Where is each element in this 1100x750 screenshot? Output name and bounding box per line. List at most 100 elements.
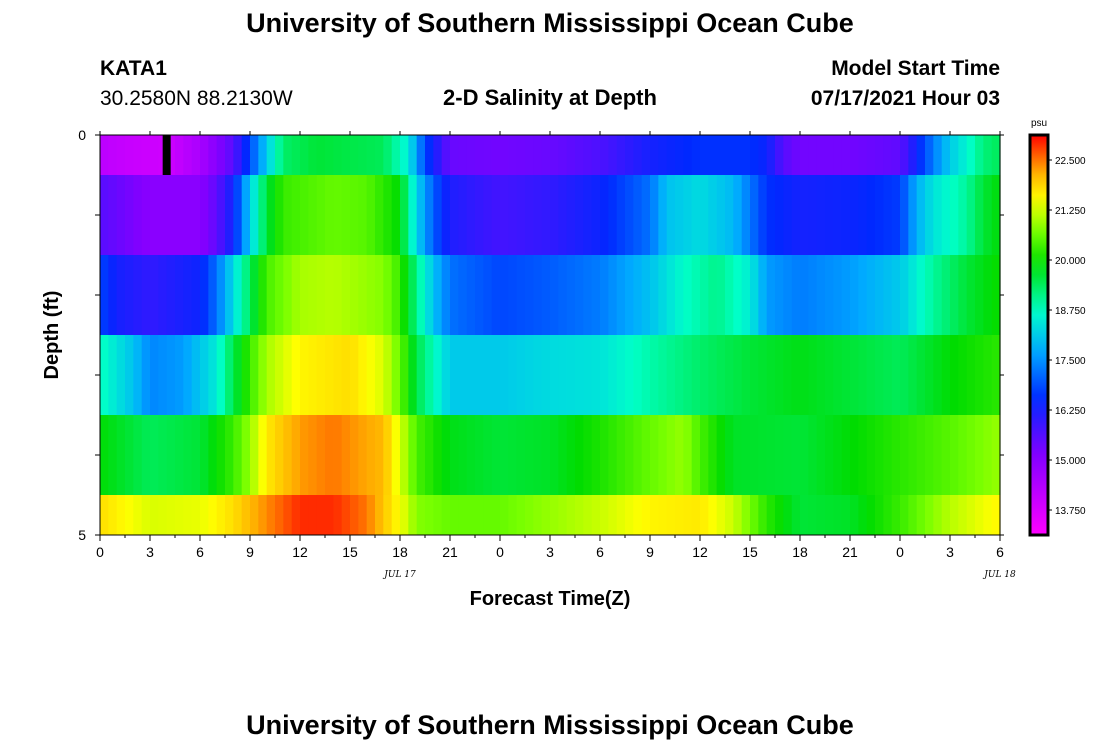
heatmap-cell xyxy=(450,335,459,415)
heatmap-cell xyxy=(516,415,526,495)
colorbar-legend: psu 22.500 21.250 20.000 18.750 17.500 16.250 1… xyxy=(1028,118,1086,537)
heatmap-cell xyxy=(841,175,851,255)
heatmap-cell xyxy=(883,175,893,255)
heatmap-cell xyxy=(875,335,884,415)
heatmap-cell xyxy=(800,175,809,255)
heatmap-cell xyxy=(816,175,826,255)
heatmap-cell xyxy=(741,495,751,535)
heatmap-cell xyxy=(741,175,751,255)
heatmap-cell xyxy=(991,415,1001,495)
heatmap-cell xyxy=(941,135,951,175)
heatmap-cell xyxy=(975,255,984,335)
heatmap-cell xyxy=(925,415,934,495)
heatmap-cell xyxy=(283,415,293,495)
heatmap-cell xyxy=(108,495,118,535)
heatmap-cell xyxy=(691,255,701,335)
heatmap-cell xyxy=(950,495,959,535)
heatmap-cell xyxy=(675,175,684,255)
x-tick-label: 0 xyxy=(496,544,504,560)
colorbar-tick-label: 17.500 xyxy=(1055,356,1086,367)
heatmap-cell xyxy=(650,335,659,415)
heatmap-cell xyxy=(133,495,143,535)
heatmap-cell xyxy=(991,335,1001,415)
heatmap-cell xyxy=(858,335,868,415)
heatmap-cell xyxy=(758,415,768,495)
heatmap-cell xyxy=(241,495,251,535)
heatmap-cell xyxy=(258,255,268,335)
heatmap-cell xyxy=(675,135,684,175)
heatmap-cell xyxy=(966,135,976,175)
heatmap-cell xyxy=(141,415,151,495)
heatmap-cell xyxy=(908,175,918,255)
heatmap-cell xyxy=(341,135,351,175)
heatmap-cell xyxy=(133,255,143,335)
heatmap-cell xyxy=(758,255,768,335)
heatmap-cell xyxy=(916,415,926,495)
heatmap-cell xyxy=(500,415,509,495)
heatmap-cell xyxy=(775,135,784,175)
heatmap-cell xyxy=(383,255,393,335)
heatmap-cell xyxy=(133,415,143,495)
heatmap-cell xyxy=(416,255,426,335)
heatmap-cell xyxy=(575,335,584,415)
heatmap-cell xyxy=(491,495,501,535)
heatmap-cell xyxy=(333,335,343,415)
heatmap-cell xyxy=(958,335,968,415)
heatmap-cell xyxy=(675,255,684,335)
heatmap-cell xyxy=(700,335,709,415)
heatmap-cell xyxy=(341,335,351,415)
heatmap-cell xyxy=(766,255,776,335)
heatmap-cell xyxy=(141,495,151,535)
heatmap-cell xyxy=(825,135,834,175)
heatmap-cell xyxy=(891,255,901,335)
heatmap-cell xyxy=(725,255,734,335)
heatmap-cell xyxy=(666,175,676,255)
heatmap-cell xyxy=(800,495,809,535)
heatmap-cell xyxy=(583,175,593,255)
heatmap-cell xyxy=(791,335,801,415)
heatmap-cell xyxy=(641,335,651,415)
heatmap-cell xyxy=(900,335,909,415)
x-tick-label: 6 xyxy=(196,544,204,560)
heatmap-cell xyxy=(516,335,526,415)
x-tick-label: 0 xyxy=(896,544,904,560)
heatmap-cell xyxy=(950,255,959,335)
heatmap-cell xyxy=(183,335,193,415)
heatmap-cell xyxy=(416,175,426,255)
heatmap-cell xyxy=(100,255,109,335)
heatmap-cell xyxy=(950,175,959,255)
model-start-value: 07/17/2021 Hour 03 xyxy=(810,87,1000,110)
heatmap-cell xyxy=(383,175,393,255)
heatmap-cell xyxy=(583,495,593,535)
heatmap-cell xyxy=(150,135,159,175)
heatmap-cell xyxy=(308,415,318,495)
heatmap-cell xyxy=(558,495,568,535)
heatmap-cell xyxy=(800,335,809,415)
heatmap-cell xyxy=(608,335,618,415)
heatmap-cell xyxy=(958,255,968,335)
heatmap-cell xyxy=(141,255,151,335)
x-tick-label: 21 xyxy=(442,544,458,560)
heatmap-cell xyxy=(825,415,834,495)
heatmap-cell xyxy=(625,335,634,415)
heatmap-cell xyxy=(691,495,701,535)
heatmap-cell xyxy=(758,135,768,175)
heatmap-cell xyxy=(533,135,543,175)
heatmap-cell xyxy=(475,495,484,535)
heatmap-cell xyxy=(866,335,876,415)
heatmap-cell xyxy=(725,415,734,495)
heatmap-cell xyxy=(216,255,226,335)
heatmap-cell xyxy=(475,335,484,415)
x-tick-label: 3 xyxy=(146,544,154,560)
heatmap-cell xyxy=(625,135,634,175)
heatmap-cell xyxy=(758,495,768,535)
heatmap-cell xyxy=(375,495,384,535)
heatmap-cell xyxy=(158,175,168,255)
heatmap-cell xyxy=(175,255,184,335)
heatmap-cell xyxy=(158,495,168,535)
heatmap-cell xyxy=(841,335,851,415)
heatmap-cell xyxy=(716,175,726,255)
heatmap-cell xyxy=(408,335,418,415)
heatmap-cell xyxy=(316,255,326,335)
heatmap-cell xyxy=(508,135,518,175)
